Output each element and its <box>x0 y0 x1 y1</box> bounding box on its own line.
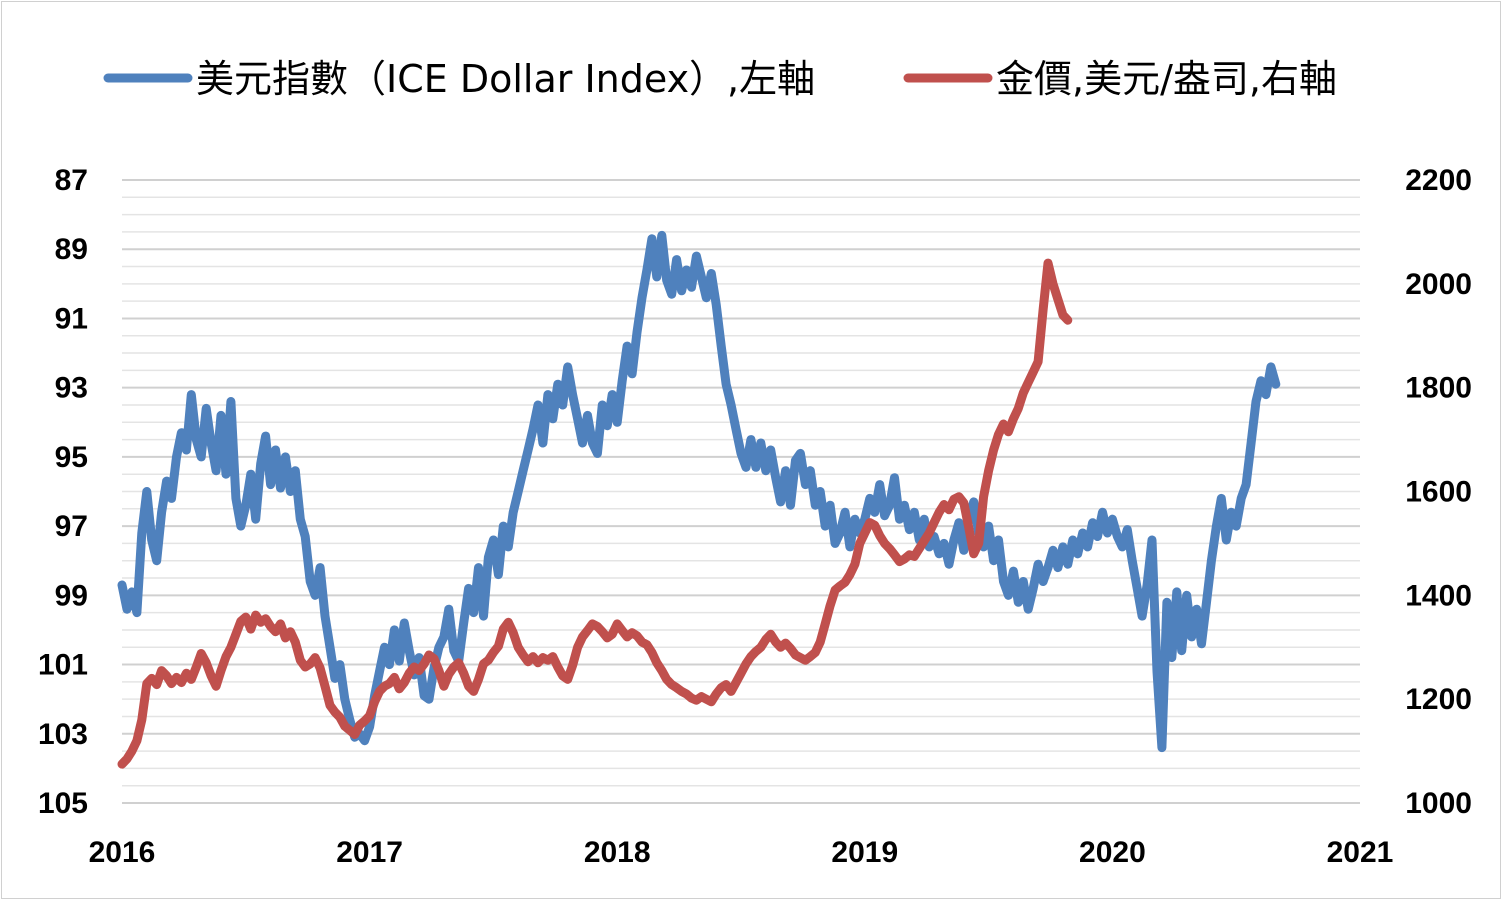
right-tick-label: 1400 <box>1405 579 1472 612</box>
left-tick-label: 97 <box>55 510 88 543</box>
series-lines <box>117 230 1281 769</box>
left-tick-label: 95 <box>55 441 88 474</box>
left-tick-label: 103 <box>38 718 88 751</box>
right-tick-label: 2000 <box>1405 268 1472 301</box>
left-tick-label: 105 <box>38 787 88 820</box>
series-line-gold-price <box>117 258 1073 769</box>
legend-label: 金價,美元/盎司,右軸 <box>996 57 1337 101</box>
x-axis-ticks: 2016 2017 2018 2019 2020 2021 <box>89 836 1394 869</box>
x-tick-label: 2020 <box>1079 836 1146 869</box>
gridlines <box>122 179 1360 804</box>
left-tick-label: 93 <box>55 372 88 405</box>
left-tick-label: 87 <box>55 164 88 197</box>
left-tick-label: 89 <box>55 233 88 266</box>
right-tick-label: 1600 <box>1405 476 1472 509</box>
left-tick-label: 99 <box>55 579 88 612</box>
right-tick-label: 1000 <box>1405 787 1472 820</box>
legend-label: 美元指數（ICE Dollar Index）,左軸 <box>196 57 815 101</box>
x-tick-label: 2016 <box>89 836 156 869</box>
right-tick-label: 2200 <box>1405 164 1472 197</box>
x-tick-label: 2021 <box>1327 836 1394 869</box>
x-tick-label: 2017 <box>336 836 403 869</box>
left-axis-ticks: 87 89 91 93 95 97 99 101 103 105 <box>38 164 88 820</box>
left-tick-label: 91 <box>55 302 88 335</box>
x-tick-label: 2018 <box>584 836 651 869</box>
right-axis-ticks: 2200 2000 1800 1600 1400 1200 1000 <box>1405 164 1472 820</box>
left-tick-label: 101 <box>38 649 88 682</box>
series-line-dollar-index <box>117 230 1281 753</box>
right-tick-label: 1200 <box>1405 683 1472 716</box>
right-tick-label: 1800 <box>1405 372 1472 405</box>
legend: 美元指數（ICE Dollar Index）,左軸 金價,美元/盎司,右軸 <box>103 57 1337 101</box>
x-tick-label: 2019 <box>831 836 898 869</box>
